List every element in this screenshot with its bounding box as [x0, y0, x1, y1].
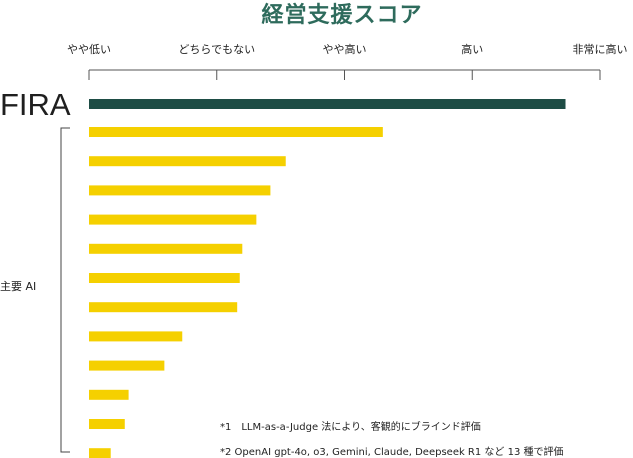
x-tick-label-0: やや低い: [67, 43, 111, 56]
bar-ai-11: [89, 419, 125, 429]
group-bracket: [60, 127, 70, 453]
note-2: *2 OpenAI gpt-4o, o3, Gemini, Claude, De…: [220, 445, 564, 458]
bar-ai-3: [89, 185, 271, 196]
x-tick-label-3: 高い: [461, 42, 483, 56]
bar-ai-8: [89, 331, 183, 342]
bar-ai-4: [89, 214, 257, 225]
group-label: 主要 AI: [0, 280, 36, 293]
bar-ai-2: [89, 156, 286, 167]
x-tick-label-1: どちらでもない: [178, 43, 255, 56]
bar-ai-9: [89, 360, 165, 371]
bar-ai-7: [89, 302, 238, 313]
bar-ai-12: [89, 448, 111, 458]
fira-label: FIRA: [0, 87, 71, 122]
group-bars: [89, 127, 383, 458]
chart-title: 経営支援スコア: [261, 2, 422, 28]
bar-fira: [89, 99, 566, 109]
note-1: *1 LLM-as-a-Judge 法により、客観的にブラインド評価: [220, 420, 481, 433]
bar-ai-6: [89, 273, 240, 283]
x-axis-ticks: やや低い どちらでもない やや高い 高い 非常に高い: [67, 42, 628, 80]
bar-ai-1: [89, 127, 383, 137]
x-tick-label-2: やや高い: [323, 42, 367, 56]
bar-ai-10: [89, 389, 129, 400]
x-tick-label-4: 非常に高い: [573, 42, 628, 56]
bar-ai-5: [89, 243, 243, 254]
